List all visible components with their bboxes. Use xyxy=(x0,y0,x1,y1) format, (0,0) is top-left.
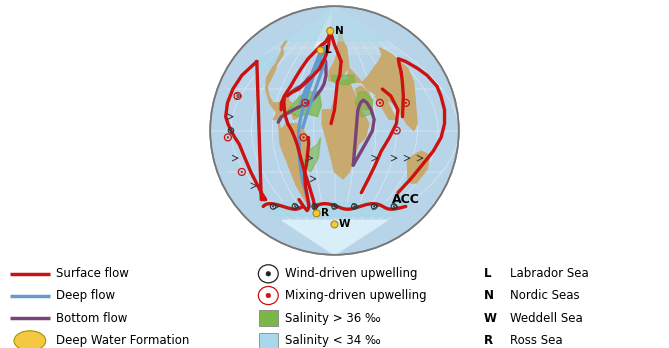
Ellipse shape xyxy=(258,286,278,304)
Polygon shape xyxy=(355,86,372,110)
Polygon shape xyxy=(327,39,330,42)
Text: L: L xyxy=(325,45,332,55)
Text: Deep Water Formation: Deep Water Formation xyxy=(56,334,190,347)
Circle shape xyxy=(317,47,324,54)
Polygon shape xyxy=(282,6,387,41)
Polygon shape xyxy=(288,92,321,117)
Ellipse shape xyxy=(266,271,271,276)
Circle shape xyxy=(354,206,355,207)
Text: W: W xyxy=(339,219,351,229)
Text: N: N xyxy=(484,289,494,302)
Circle shape xyxy=(405,102,407,104)
Text: Bottom flow: Bottom flow xyxy=(56,312,128,325)
Circle shape xyxy=(304,102,306,104)
Text: Deep flow: Deep flow xyxy=(56,289,116,302)
FancyBboxPatch shape xyxy=(259,333,278,348)
Polygon shape xyxy=(273,100,292,119)
Polygon shape xyxy=(278,119,309,206)
Text: Surface flow: Surface flow xyxy=(56,267,129,280)
Polygon shape xyxy=(263,6,406,55)
Polygon shape xyxy=(403,117,417,130)
Polygon shape xyxy=(348,48,417,124)
Circle shape xyxy=(241,171,243,173)
Polygon shape xyxy=(407,151,429,183)
Polygon shape xyxy=(332,75,355,85)
Polygon shape xyxy=(316,15,332,48)
Polygon shape xyxy=(375,96,396,119)
Text: Salinity > 36 ‰: Salinity > 36 ‰ xyxy=(285,312,381,325)
Text: N: N xyxy=(334,26,343,36)
Polygon shape xyxy=(406,72,411,86)
Ellipse shape xyxy=(266,293,271,298)
Polygon shape xyxy=(322,79,369,179)
Polygon shape xyxy=(355,92,373,117)
Polygon shape xyxy=(266,41,297,119)
Circle shape xyxy=(331,221,338,228)
Circle shape xyxy=(294,206,296,207)
Text: R: R xyxy=(321,208,329,218)
Circle shape xyxy=(272,206,274,207)
Circle shape xyxy=(227,137,229,138)
Text: Mixing-driven upwelling: Mixing-driven upwelling xyxy=(285,289,426,302)
Text: Ross Sea: Ross Sea xyxy=(510,334,563,347)
Text: Weddell Sea: Weddell Sea xyxy=(510,312,583,325)
Circle shape xyxy=(373,206,375,207)
Circle shape xyxy=(313,210,320,217)
Circle shape xyxy=(237,95,238,97)
Polygon shape xyxy=(258,202,411,216)
Ellipse shape xyxy=(258,265,278,283)
FancyBboxPatch shape xyxy=(259,310,278,326)
Text: R: R xyxy=(484,334,492,347)
Polygon shape xyxy=(329,41,349,81)
Polygon shape xyxy=(303,137,320,172)
Text: L: L xyxy=(484,267,491,280)
Circle shape xyxy=(314,206,315,207)
Circle shape xyxy=(334,206,335,207)
Text: Wind-driven upwelling: Wind-driven upwelling xyxy=(285,267,417,280)
Ellipse shape xyxy=(210,6,459,255)
Polygon shape xyxy=(282,220,387,255)
Ellipse shape xyxy=(14,331,45,348)
Text: W: W xyxy=(484,312,496,325)
Text: Salinity < 34 ‰: Salinity < 34 ‰ xyxy=(285,334,381,347)
Polygon shape xyxy=(337,34,344,52)
Circle shape xyxy=(326,27,334,34)
Circle shape xyxy=(303,137,304,138)
Polygon shape xyxy=(252,50,280,72)
Circle shape xyxy=(396,130,397,131)
Text: Nordic Seas: Nordic Seas xyxy=(510,289,579,302)
Text: Labrador Sea: Labrador Sea xyxy=(510,267,589,280)
Circle shape xyxy=(393,206,395,207)
Circle shape xyxy=(230,130,231,131)
Circle shape xyxy=(379,102,381,104)
Text: ACC: ACC xyxy=(392,193,420,206)
